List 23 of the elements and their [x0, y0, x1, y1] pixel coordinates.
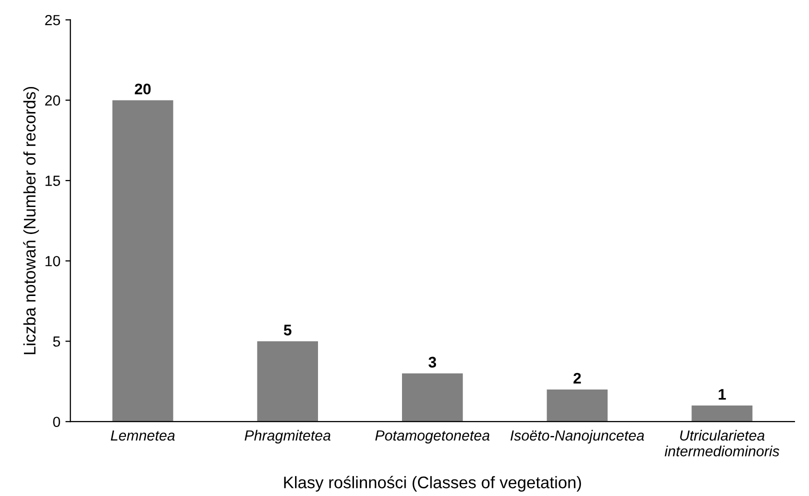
bar: [692, 406, 752, 422]
x-tick-label: Potamogetonetea: [375, 430, 490, 444]
x-tick-label: Utricularietea intermediominoris: [664, 430, 780, 456]
y-tick-label: 10: [46, 256, 60, 266]
y-axis-title: Liczba notowań (Number of records): [23, 86, 39, 354]
bar: [402, 373, 463, 422]
data-label: 1: [718, 389, 726, 400]
x-tick-label: Lemnetea: [110, 430, 175, 441]
y-tick-label: 5: [53, 336, 60, 347]
x-axis-title: Klasy roślinności (Classes of vegetation): [284, 476, 581, 492]
data-label: 20: [134, 84, 151, 94]
y-tick-label: 25: [45, 14, 60, 26]
bar: [257, 341, 318, 422]
y-tick-label: 20: [45, 95, 60, 106]
y-tick-label: 0: [53, 416, 60, 428]
x-tick-label: Isoëto-Nanojuncetea: [510, 430, 644, 444]
data-label: 5: [284, 324, 292, 336]
data-label: 2: [574, 372, 581, 384]
bar: [112, 100, 174, 422]
x-tick-label: Phragmitetea: [244, 430, 330, 444]
data-label: 3: [428, 356, 436, 368]
y-tick-label: 15: [46, 176, 60, 186]
bar: [546, 389, 608, 422]
